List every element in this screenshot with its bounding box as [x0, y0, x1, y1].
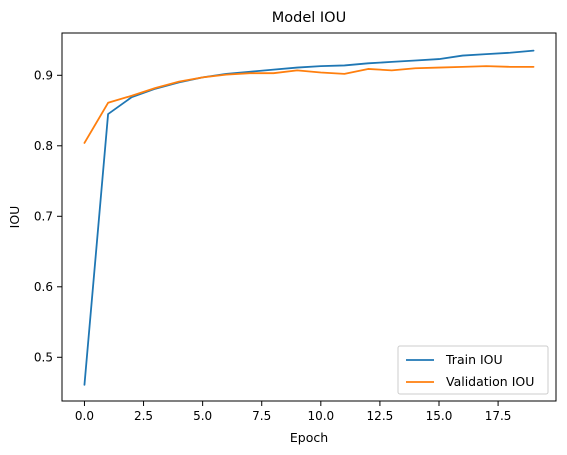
legend-label-0: Train IOU: [445, 352, 503, 367]
plot-layer: 0.0 2.5 5.0 7.5 10.0 12.5 15.0 17.5 0.5 0.6 0.7 0.8…: [34, 32, 557, 423]
plot-area: [61, 32, 557, 402]
x-tick-label: 17.5: [485, 409, 512, 423]
x-tick-label: 12.5: [367, 409, 394, 423]
x-tick-label: 15.0: [426, 409, 453, 423]
x-axis-label: Epoch: [290, 430, 328, 445]
legend-label-1: Validation IOU: [446, 374, 534, 389]
x-tick-label: 10.0: [307, 409, 334, 423]
y-axis-label: IOU: [7, 206, 22, 229]
x-tick-label: 0.0: [75, 409, 94, 423]
legend-box: [397, 345, 549, 395]
y-tick-label: 0.9: [34, 68, 53, 82]
x-tick-label: 7.5: [252, 409, 271, 423]
legend: Train IOU Validation IOU: [397, 345, 549, 395]
y-tick-label: 0.6: [34, 280, 53, 294]
y-tick-label: 0.8: [34, 139, 53, 153]
series-layer: [83, 49, 535, 386]
y-tick-label: 0.7: [34, 209, 53, 223]
y-tick-label: 0.5: [34, 350, 53, 364]
x-tick-label: 5.0: [193, 409, 212, 423]
x-tick-label: 2.5: [134, 409, 153, 423]
series-line-1: [83, 65, 535, 144]
chart-title: Model IOU: [272, 10, 346, 26]
